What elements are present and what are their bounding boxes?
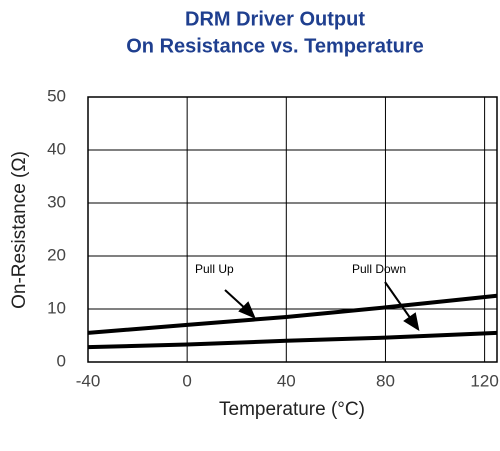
annotation: Pull Up — [195, 262, 234, 276]
chart-title: DRM Driver Output — [185, 8, 365, 30]
plot-area — [87, 96, 498, 363]
x-tick-label: 0 — [182, 371, 191, 390]
y-tick-label: 10 — [47, 298, 66, 317]
x-tick-label: -40 — [76, 371, 101, 390]
arrow-head — [238, 301, 256, 319]
chart-title: On Resistance vs. Temperature — [126, 35, 424, 57]
series-line — [87, 293, 498, 335]
series-line — [87, 330, 498, 350]
arrow — [384, 281, 414, 323]
y-axis-label: On-Resistance (Ω) — [9, 151, 30, 309]
x-axis-label: Temperature (°C) — [219, 399, 365, 420]
y-tick-label: 0 — [57, 351, 66, 370]
annotation: Pull Down — [352, 262, 406, 276]
arrow-head — [403, 312, 420, 332]
annotation-arrows — [224, 281, 420, 332]
x-tick-label: 120 — [470, 371, 498, 390]
y-tick-label: 30 — [47, 192, 66, 211]
x-tick-label: 80 — [376, 371, 395, 390]
y-tick-label: 20 — [47, 245, 66, 264]
y-tick-label: 50 — [47, 86, 66, 105]
x-tick-label: 40 — [277, 371, 296, 390]
y-tick-label: 40 — [47, 139, 66, 158]
